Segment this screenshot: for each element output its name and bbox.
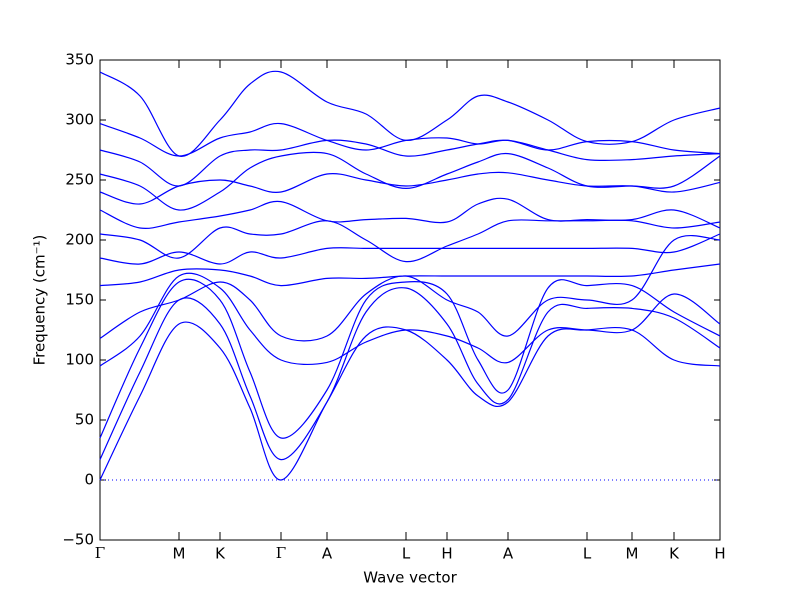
band-line — [99, 197, 721, 229]
x-tick-label: Γ — [95, 544, 105, 562]
band-line — [99, 287, 721, 461]
x-tick-label: L — [402, 545, 411, 563]
band-line — [99, 70, 721, 157]
y-tick-label: 0 — [84, 471, 94, 489]
band-line — [99, 235, 721, 342]
band-line — [99, 139, 721, 187]
plot-frame — [99, 59, 721, 541]
y-tick-label: 150 — [65, 291, 94, 309]
band-line — [99, 278, 721, 439]
x-tick-label: Γ — [276, 544, 286, 562]
x-axis-label: Wave vector — [363, 569, 457, 587]
y-tick-label: 250 — [65, 171, 94, 189]
band-line — [99, 263, 721, 287]
y-tick-label: −50 — [62, 531, 94, 549]
x-tick-label: A — [322, 545, 333, 563]
x-tick-label: H — [441, 545, 452, 563]
x-tick-label: K — [215, 545, 226, 563]
y-tick-label: 100 — [65, 351, 94, 369]
x-tick-label: H — [714, 545, 725, 563]
y-tick-label: 350 — [65, 51, 94, 69]
x-tick-label: M — [626, 545, 639, 563]
y-tick-label: 200 — [65, 231, 94, 249]
band-line — [99, 321, 721, 481]
y-axis-label: Frequency (cm⁻¹) — [31, 235, 49, 366]
band-line — [99, 171, 721, 205]
band-line — [99, 233, 721, 265]
x-tick-label: M — [173, 545, 186, 563]
y-tick-label: 300 — [65, 111, 94, 129]
x-tick-label: K — [669, 545, 680, 563]
band-line — [99, 219, 721, 263]
x-tick-label: A — [503, 545, 514, 563]
x-tick-label: L — [583, 545, 592, 563]
y-tick-label: 50 — [75, 411, 94, 429]
band-line — [99, 272, 721, 367]
band-line — [99, 151, 721, 211]
